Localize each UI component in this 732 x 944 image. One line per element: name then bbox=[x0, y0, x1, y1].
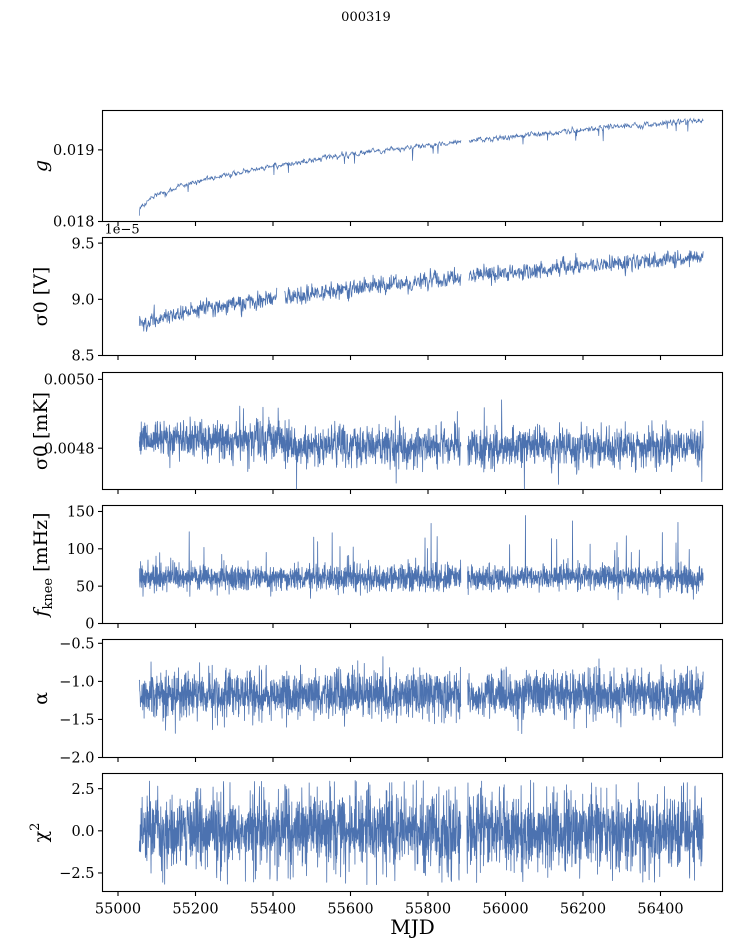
xtick-label-3: 55600 bbox=[327, 902, 373, 918]
yaxis-label-5: χ2 bbox=[28, 823, 52, 843]
yaxis-offset-text-1: 1e−5 bbox=[105, 223, 140, 238]
panel-frame-0 bbox=[101, 109, 724, 223]
xtick-label-6: 56200 bbox=[560, 902, 606, 918]
ytick-label-1-2: 9.5 bbox=[71, 236, 94, 252]
data-series-sigma0_V-0 bbox=[138, 287, 278, 332]
ytick-label-2-0: 0.0048 bbox=[44, 441, 95, 457]
data-series-g-1 bbox=[468, 117, 704, 145]
panel-frame-1 bbox=[101, 236, 724, 357]
xtick-label-0: 55000 bbox=[95, 902, 141, 918]
ytick-label-0-0: 0.018 bbox=[53, 215, 95, 231]
ytick-label-3-1: 50 bbox=[76, 579, 94, 595]
ytick-label-3-0: 0 bbox=[85, 617, 94, 633]
panel-2: 0.0048 0.0050 σ0 [mK] bbox=[30, 371, 724, 494]
data-series-sigma0_mK-1 bbox=[467, 399, 704, 490]
data-series-f_knee-1 bbox=[467, 515, 704, 601]
data-series-f_knee-0 bbox=[138, 522, 462, 599]
data-series-sigma0_mK-0 bbox=[138, 405, 462, 490]
xtick-label-7: 56400 bbox=[637, 902, 683, 918]
yaxis-label-2: σ0 [mK] bbox=[30, 392, 52, 470]
ytick-label-1-0: 8.5 bbox=[71, 349, 94, 365]
panel-frame-5 bbox=[101, 772, 724, 893]
ytick-label-4-3: −0.5 bbox=[59, 637, 94, 653]
yaxis-label-text-3: fknee [mHz] bbox=[30, 512, 56, 618]
ytick-label-2-1: 0.0050 bbox=[44, 373, 95, 389]
xtick-label-2: 55400 bbox=[250, 902, 296, 918]
ytick-label-4-0: −2.0 bbox=[59, 751, 94, 767]
yaxis-label-3: fknee [mHz] bbox=[30, 512, 56, 618]
xtick-label-4: 55800 bbox=[405, 902, 451, 918]
yaxis-label-text-0: g bbox=[30, 160, 52, 172]
ytick-label-1-1: 9.0 bbox=[71, 293, 94, 309]
yaxis-label-text-5: χ2 bbox=[28, 823, 52, 843]
yaxis-label-1: σ0 [V] bbox=[30, 267, 52, 327]
panel-frame-2 bbox=[101, 371, 724, 491]
data-series-chi2-0 bbox=[138, 780, 462, 886]
data-series-alpha-0 bbox=[138, 656, 462, 734]
data-series-sigma0_V-1 bbox=[284, 266, 462, 305]
panel-frame-3 bbox=[101, 504, 724, 625]
ytick-label-3-2: 100 bbox=[67, 542, 95, 558]
ytick-label-4-1: −1.5 bbox=[59, 713, 94, 729]
yaxis-label-text-4: α bbox=[30, 692, 52, 705]
data-series-sigma0_V-2 bbox=[468, 250, 704, 287]
panel-1: 8.5 9.0 9.5 1e−5 σ0 [V] bbox=[30, 223, 724, 365]
ytick-label-5-2: 2.5 bbox=[71, 782, 94, 798]
panel-frame-4 bbox=[101, 638, 724, 759]
ytick-label-3-3: 150 bbox=[67, 505, 95, 521]
data-series-chi2-1 bbox=[466, 779, 704, 883]
yaxis-label-text-2: σ0 [mK] bbox=[30, 392, 52, 470]
panel-5: −2.5 0.0 2.5 55000 55200 55400 55600 55800 56000… bbox=[28, 772, 724, 918]
xtick-label-5: 56000 bbox=[482, 902, 528, 918]
xaxis-title: MJD bbox=[390, 915, 435, 939]
data-series-g-0 bbox=[138, 139, 462, 216]
yaxis-label-0: g bbox=[30, 160, 52, 172]
ytick-label-0-1: 0.019 bbox=[53, 143, 95, 159]
ytick-label-5-0: −2.5 bbox=[59, 866, 94, 882]
yaxis-label-4: α bbox=[30, 692, 52, 705]
panel-3: 0 50 100 150 fknee [mHz] bbox=[30, 504, 724, 633]
figure-title: 000319 bbox=[341, 10, 391, 25]
ytick-label-5-1: 0.0 bbox=[71, 824, 94, 840]
panel-4: −2.0 −1.5 −1.0 −0.5 α bbox=[30, 637, 724, 767]
xtick-label-1: 55200 bbox=[172, 902, 218, 918]
ytick-label-4-2: −1.0 bbox=[59, 675, 94, 691]
yaxis-label-text-1: σ0 [V] bbox=[30, 267, 52, 327]
data-series-alpha-1 bbox=[467, 658, 704, 735]
